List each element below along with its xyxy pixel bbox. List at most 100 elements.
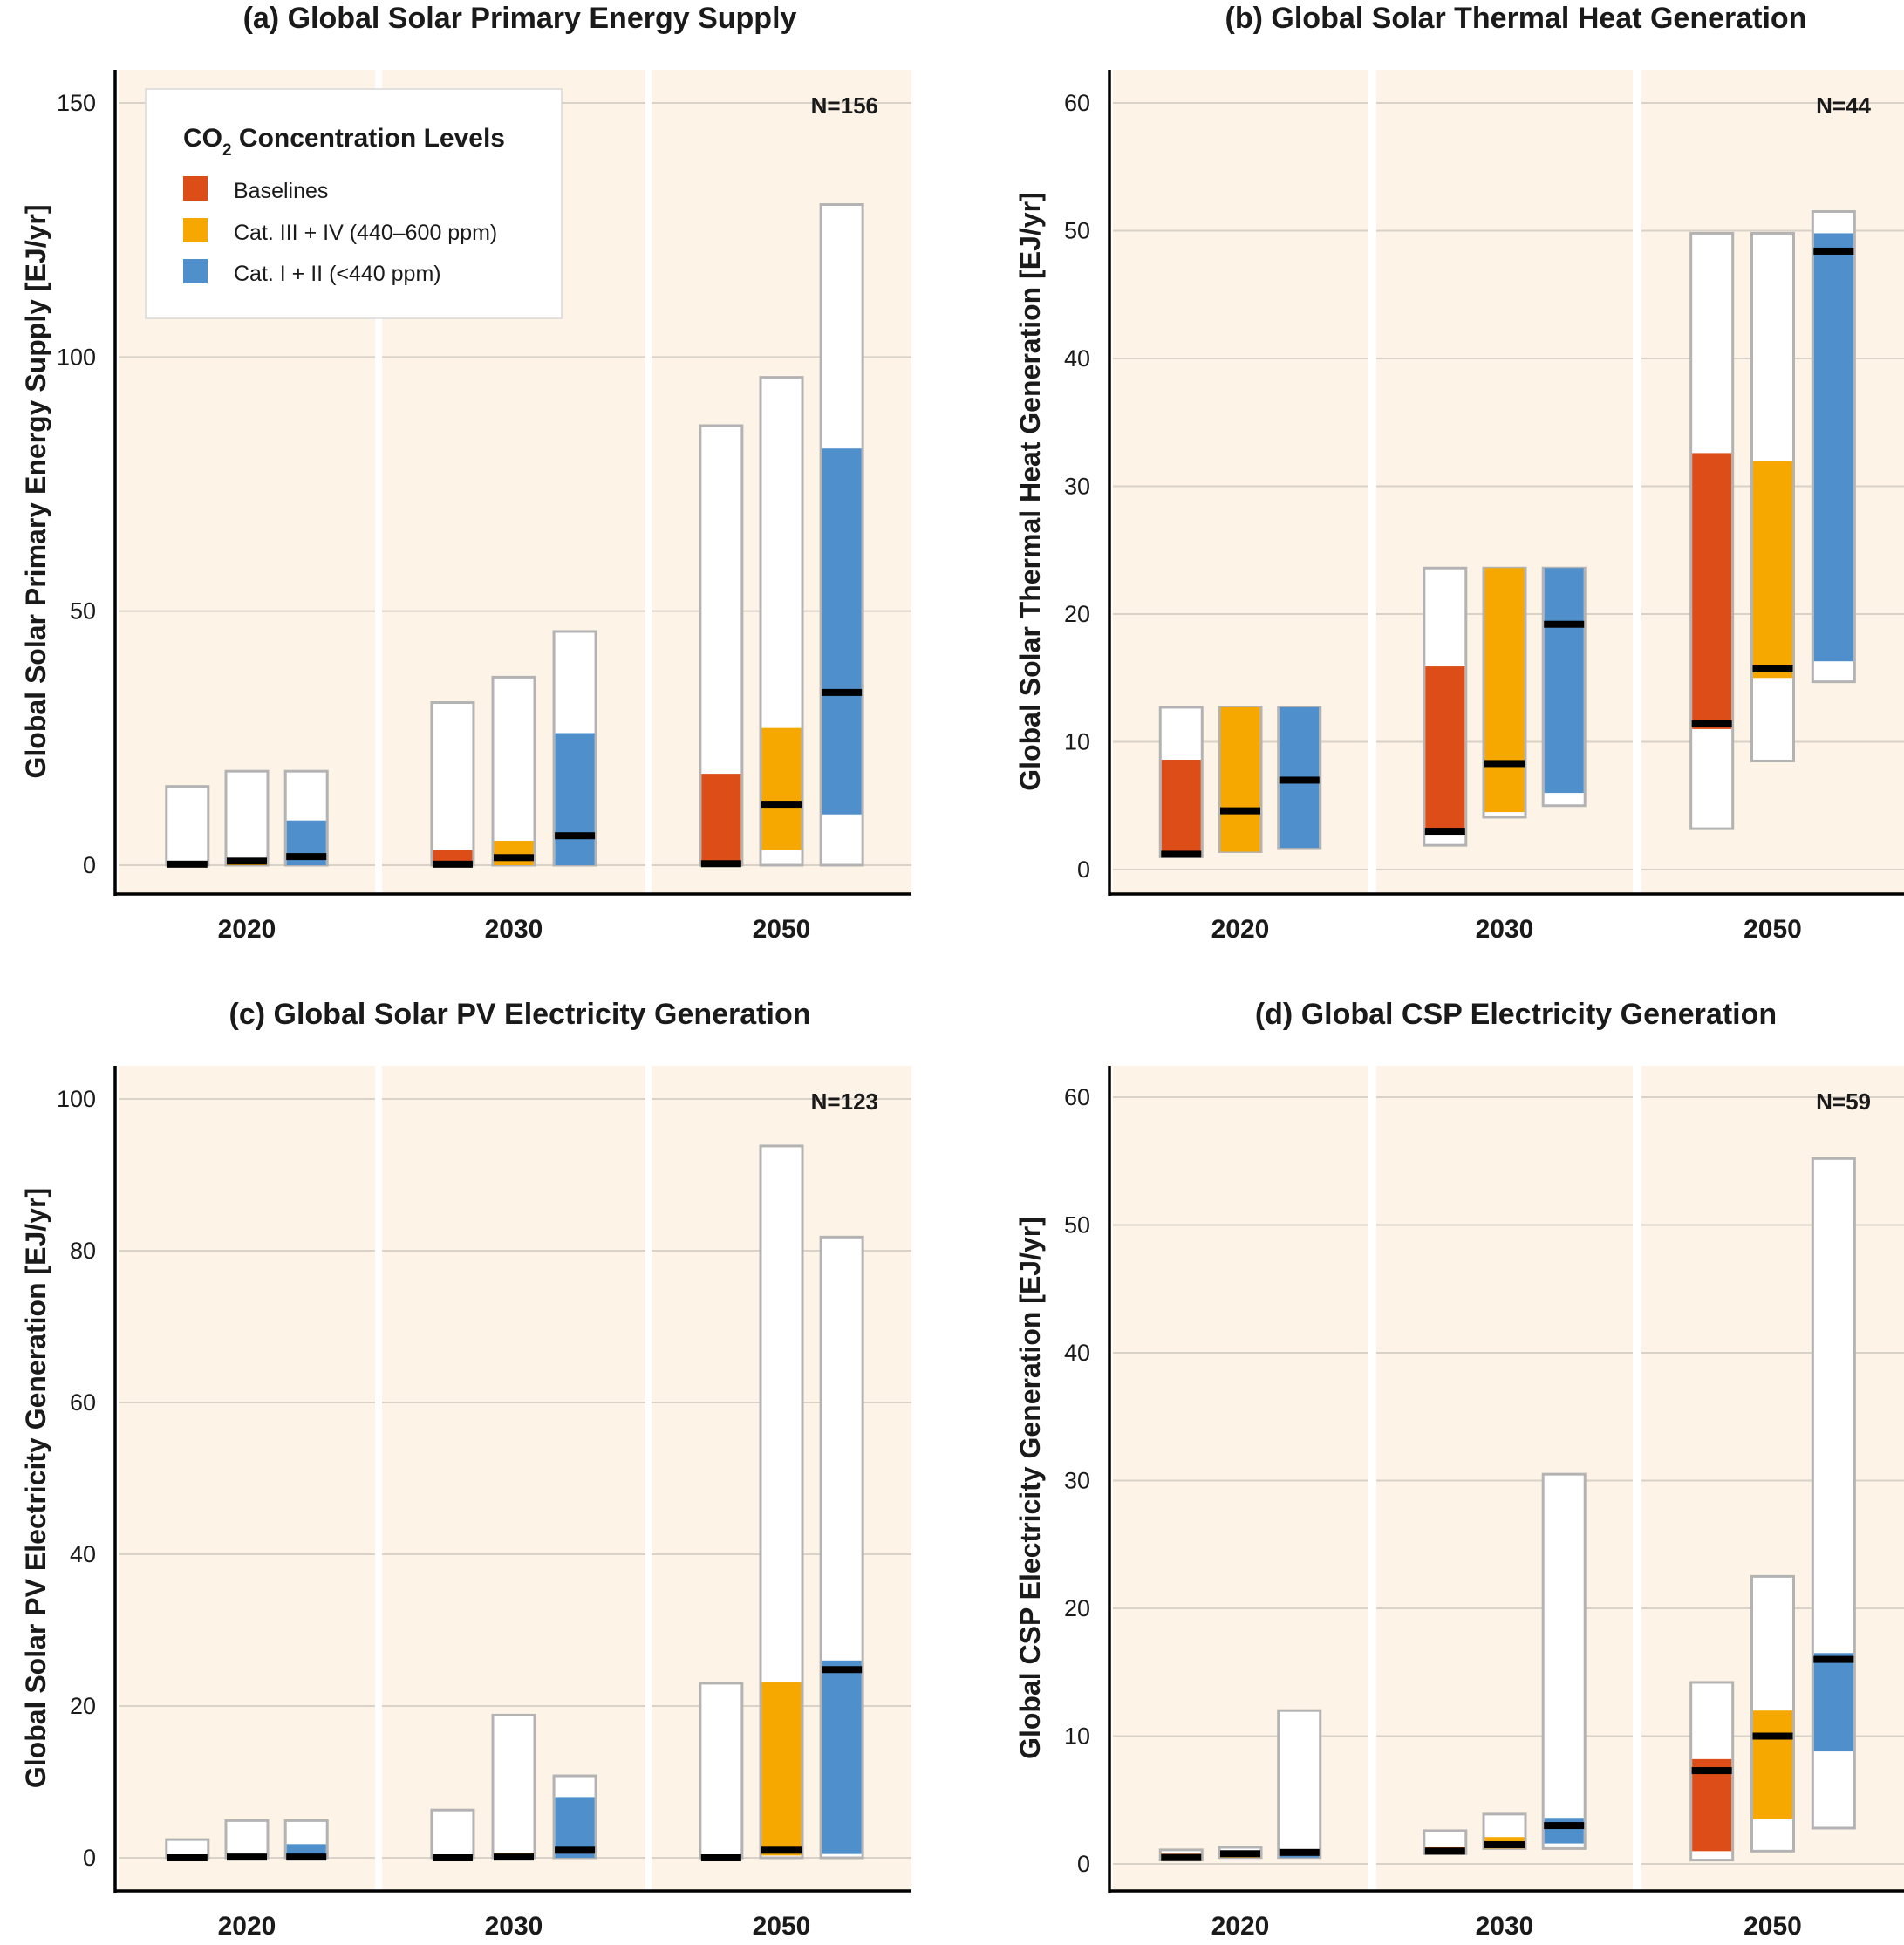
x-tick-label: 2030 xyxy=(1476,1912,1534,1941)
panel-bg-2030 xyxy=(1376,1066,1633,1891)
x-tick-label: 2020 xyxy=(1211,915,1270,944)
y-tick-label: 20 xyxy=(70,1693,96,1719)
iqr-box xyxy=(761,1682,802,1856)
box-2020-series-2 xyxy=(283,769,329,867)
median-line xyxy=(761,1846,802,1854)
x-tick-label: 2030 xyxy=(485,1912,543,1941)
iqr-box xyxy=(1544,1818,1584,1844)
box-2030-series-1 xyxy=(491,675,536,867)
panel-title: (d) Global CSP Electricity Generation xyxy=(1255,998,1777,1031)
y-tick-label: 80 xyxy=(70,1238,96,1264)
iqr-box xyxy=(1161,760,1201,857)
legend-swatch-cat-i-ii xyxy=(183,259,208,283)
y-tick-label: 100 xyxy=(57,344,96,370)
box-2030-series-2 xyxy=(1541,566,1587,808)
box-2050-series-0 xyxy=(1689,231,1735,830)
median-line xyxy=(555,832,596,840)
y-tick-label: 20 xyxy=(1064,601,1090,627)
iqr-box xyxy=(1220,706,1260,852)
box-2030-series-1 xyxy=(1482,1812,1527,1850)
range-box xyxy=(491,1713,536,1860)
x-tick-label: 2020 xyxy=(1211,1912,1270,1941)
median-line xyxy=(1484,760,1525,768)
iqr-box xyxy=(1544,568,1584,794)
iqr-box xyxy=(1692,1758,1732,1852)
y-tick-label: 60 xyxy=(1064,1084,1090,1110)
box-2020-series-0 xyxy=(1158,1848,1204,1862)
box-2020-series-0 xyxy=(165,1838,210,1861)
box-2030-series-1 xyxy=(491,1713,536,1861)
range-box xyxy=(224,1819,270,1860)
legend: CO2 Concentration Levels Baselines Cat. … xyxy=(145,88,563,319)
median-line xyxy=(227,1853,267,1861)
legend-label-baselines: Baselines xyxy=(234,179,328,203)
box-2030-series-2 xyxy=(1541,1472,1587,1850)
iqr-box xyxy=(822,448,862,815)
median-line xyxy=(227,857,267,865)
median-line xyxy=(1484,1841,1525,1849)
median-line xyxy=(822,688,863,696)
iqr-box xyxy=(555,733,595,865)
y-axis-label: Global CSP Electricity Generation [EJ/yr… xyxy=(1014,1217,1046,1759)
box-2050-series-2 xyxy=(819,203,864,867)
panel-title: (c) Global Solar PV Electricity Generati… xyxy=(229,998,811,1031)
iqr-box xyxy=(1692,453,1732,729)
box-2030-series-0 xyxy=(1423,1829,1468,1855)
range-box xyxy=(165,785,210,867)
panel-c: 0 20 40 60 80 100 (c) Global Solar PV Electric… xyxy=(20,998,911,1941)
y-tick-label: 50 xyxy=(1064,218,1090,244)
box-2030-series-2 xyxy=(552,630,597,867)
range-box xyxy=(699,1682,744,1860)
y-tick-label: 30 xyxy=(1064,474,1090,500)
median-line xyxy=(822,1666,863,1674)
x-tick-label: 2050 xyxy=(1744,1912,1802,1941)
iqr-box xyxy=(1753,1710,1792,1819)
y-tick-label: 50 xyxy=(1064,1212,1090,1239)
median-line xyxy=(1424,1847,1465,1855)
iqr-box xyxy=(494,841,534,865)
median-line xyxy=(1279,1848,1320,1856)
box-2020-series-1 xyxy=(224,1819,270,1861)
range-box xyxy=(430,701,475,867)
box-2020-series-0 xyxy=(165,785,210,868)
y-tick-label: 60 xyxy=(70,1389,96,1416)
median-line xyxy=(432,860,473,868)
median-line xyxy=(700,1854,741,1861)
y-tick-label: 100 xyxy=(57,1086,96,1112)
sample-size-label: N=44 xyxy=(1816,92,1871,119)
y-axis-label: Global Solar Primary Energy Supply [EJ/y… xyxy=(20,205,51,779)
median-line xyxy=(286,1853,327,1861)
box-2030-series-2 xyxy=(552,1774,597,1860)
y-tick-label: 60 xyxy=(1064,90,1090,116)
box-2020-series-2 xyxy=(1277,1709,1322,1860)
median-line xyxy=(555,1846,596,1854)
median-line xyxy=(1220,1850,1260,1858)
median-line xyxy=(1544,620,1585,628)
y-tick-label: 0 xyxy=(83,852,96,878)
y-tick-label: 50 xyxy=(70,598,96,624)
box-2030-series-1 xyxy=(1482,566,1527,819)
iqr-box xyxy=(1753,461,1792,679)
box-2050-series-2 xyxy=(1811,1157,1856,1830)
y-tick-label: 40 xyxy=(1064,345,1090,372)
median-line xyxy=(494,1853,534,1861)
box-2050-series-2 xyxy=(1811,210,1856,684)
legend-swatch-cat-iii-iv xyxy=(183,218,208,242)
x-tick-label: 2050 xyxy=(1744,915,1802,944)
box-2020-series-0 xyxy=(1158,706,1204,858)
box-2020-series-1 xyxy=(224,769,270,867)
y-tick-label: 0 xyxy=(1077,1851,1090,1877)
x-tick-label: 2030 xyxy=(485,915,543,944)
y-tick-label: 150 xyxy=(57,90,96,116)
panel-bg-2020 xyxy=(1113,1066,1368,1891)
x-tick-label: 2020 xyxy=(218,915,276,944)
x-tick-label: 2050 xyxy=(753,915,811,944)
iqr-box xyxy=(1813,1653,1853,1752)
box-2020-series-2 xyxy=(1277,706,1322,850)
box-2020-series-2 xyxy=(283,1819,329,1861)
y-tick-label: 40 xyxy=(70,1541,96,1567)
y-tick-label: 10 xyxy=(1064,729,1090,755)
panel-bg-2020 xyxy=(119,1066,375,1891)
